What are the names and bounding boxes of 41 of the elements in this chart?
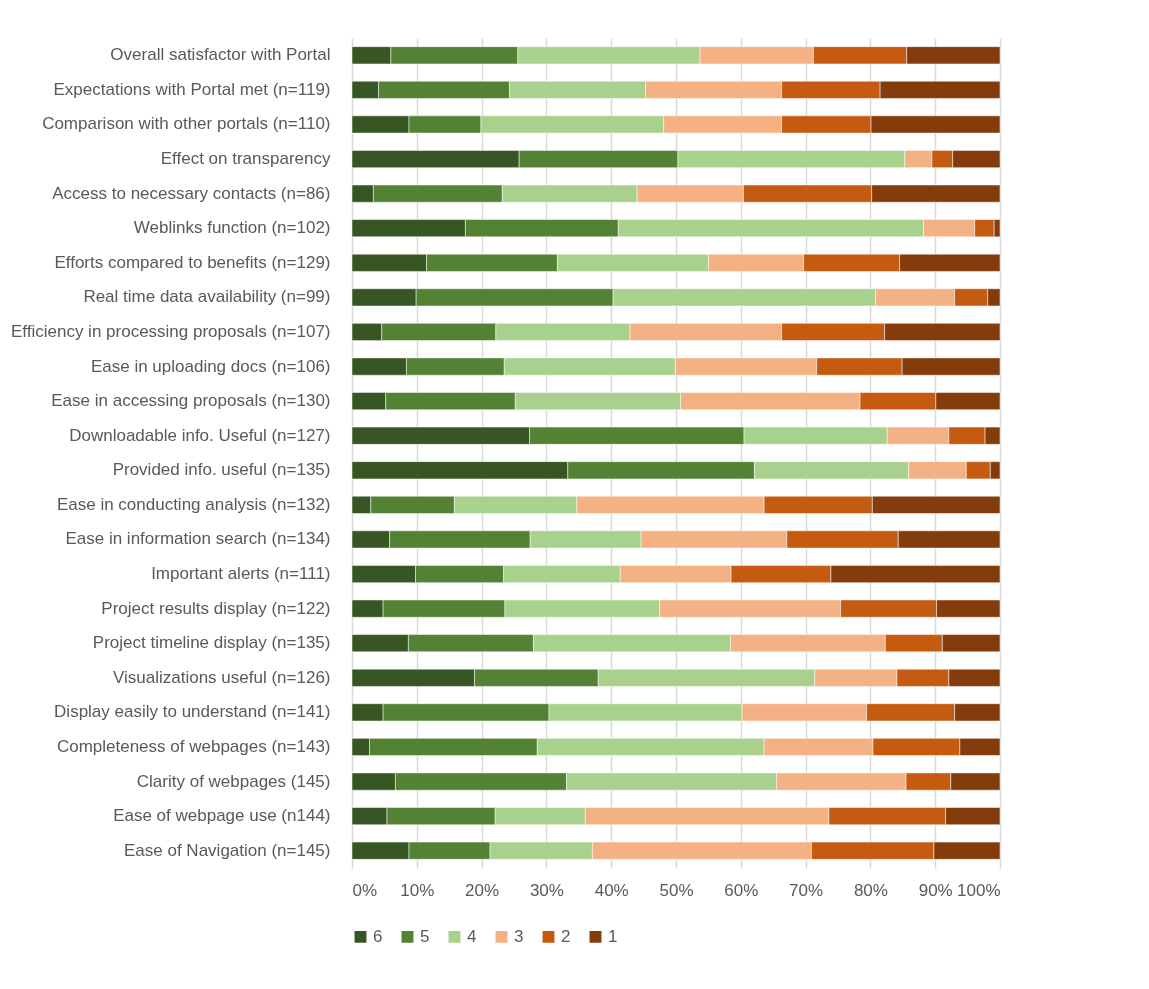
y-tick-label: Comparison with other portals (n=110) xyxy=(42,114,331,134)
x-tick-label: 40% xyxy=(594,880,629,900)
y-tick-label: Efficiency in processing proposals (n=107) xyxy=(10,321,331,341)
y-tick-label: Expectations with Portal met (n=119) xyxy=(53,79,331,99)
x-tick-label: 50% xyxy=(659,880,694,900)
y-tick-label: Project results display (n=122) xyxy=(101,598,331,618)
y-tick-label: Access to necessary contacts (n=86) xyxy=(52,183,331,203)
x-tick-label: 80% xyxy=(853,880,888,900)
y-tick-label: Ease in information search (n=134) xyxy=(65,529,331,549)
legend-label: 2 xyxy=(561,926,571,946)
x-tick-label: 10% xyxy=(400,880,435,900)
y-tick-label: Provided info. useful (n=135) xyxy=(112,460,331,480)
y-tick-label: Efforts compared to benefits (n=129) xyxy=(54,252,331,272)
y-tick-label: Ease in accessing proposals (n=130) xyxy=(51,391,331,411)
y-tick-label: Clarity of webpages (145) xyxy=(136,771,331,791)
legend-label: 4 xyxy=(467,926,477,946)
y-tick-label: Project timeline display (n=135) xyxy=(92,633,331,653)
x-tick-label: 20% xyxy=(465,880,500,900)
y-tick-label: Visualizations useful (n=126) xyxy=(112,667,331,687)
x-tick-label: 70% xyxy=(789,880,824,900)
x-tick-label: 90% xyxy=(918,880,953,900)
y-tick-label: Completeness of webpages (n=143) xyxy=(56,736,331,756)
legend-label: 6 xyxy=(373,926,383,946)
x-tick-label: 100% xyxy=(957,880,1001,900)
legend-label: 1 xyxy=(608,926,618,946)
legend-label: 3 xyxy=(514,926,524,946)
x-tick-label: 30% xyxy=(529,880,564,900)
y-tick-label: Ease of webpage use (n144) xyxy=(113,806,331,826)
y-tick-label: Ease of Navigation (n=145) xyxy=(124,840,331,860)
y-tick-label: Weblinks function (n=102) xyxy=(133,218,331,238)
legend-label: 5 xyxy=(420,926,430,946)
y-tick-label: Downloadable info. Useful (n=127) xyxy=(69,425,331,445)
y-tick-label: Ease in conducting analysis (n=132) xyxy=(56,494,331,514)
y-tick-label: Overall satisfactor with Portal xyxy=(110,45,331,65)
x-tick-label: 60% xyxy=(724,880,759,900)
y-tick-label: Real time data availability (n=99) xyxy=(83,287,331,307)
y-tick-label: Important alerts (n=111) xyxy=(151,564,331,584)
y-tick-label: Display easily to understand (n=141) xyxy=(54,702,331,722)
y-tick-label: Ease in uploading docs (n=106) xyxy=(90,356,331,376)
x-tick-label: 0% xyxy=(352,880,378,900)
y-tick-label: Effect on transparency xyxy=(160,149,331,169)
